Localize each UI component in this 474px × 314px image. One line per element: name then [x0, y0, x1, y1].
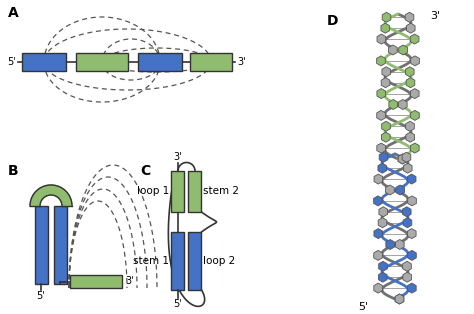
- Text: 3': 3': [430, 11, 440, 21]
- Text: 5': 5': [36, 291, 45, 301]
- Text: stem 2: stem 2: [203, 187, 239, 197]
- FancyBboxPatch shape: [76, 53, 128, 71]
- Text: 5': 5': [173, 299, 182, 309]
- FancyBboxPatch shape: [138, 53, 182, 71]
- Text: 5': 5': [358, 302, 368, 312]
- Text: 3': 3': [125, 277, 134, 286]
- Text: B: B: [8, 164, 18, 178]
- FancyBboxPatch shape: [35, 206, 48, 284]
- FancyBboxPatch shape: [70, 275, 122, 288]
- Text: 5': 5': [7, 57, 16, 67]
- Polygon shape: [30, 185, 72, 206]
- FancyBboxPatch shape: [189, 232, 201, 290]
- Text: 3': 3': [173, 152, 182, 162]
- FancyBboxPatch shape: [54, 206, 67, 284]
- FancyBboxPatch shape: [172, 232, 184, 290]
- Text: loop 1: loop 1: [137, 187, 170, 197]
- Text: loop 2: loop 2: [203, 256, 236, 266]
- FancyBboxPatch shape: [22, 53, 66, 71]
- Text: A: A: [8, 6, 19, 20]
- FancyBboxPatch shape: [189, 171, 201, 212]
- Text: stem 1: stem 1: [134, 256, 170, 266]
- Text: D: D: [327, 14, 338, 28]
- FancyBboxPatch shape: [190, 53, 232, 71]
- Text: C: C: [140, 164, 150, 178]
- Text: 3': 3': [237, 57, 246, 67]
- FancyBboxPatch shape: [172, 171, 184, 212]
